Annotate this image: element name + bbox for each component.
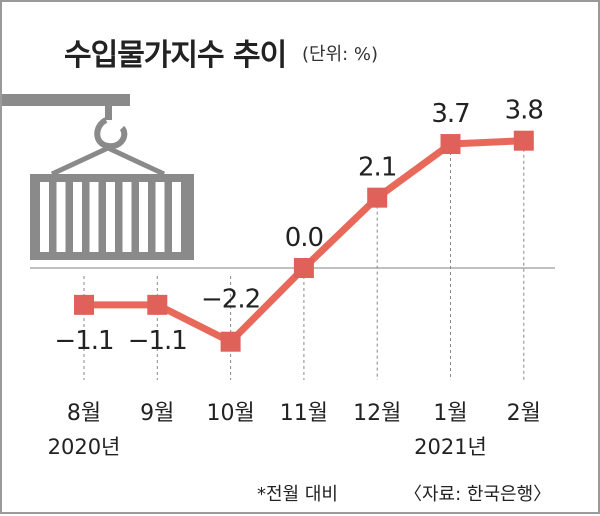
data-labels: −1.1 −1.1 −2.2 0.0 2.1 3.7 3.8	[54, 96, 544, 356]
x-tick-label: 8월	[67, 401, 101, 426]
crane-hook-stem	[105, 106, 112, 120]
x-tick-label: 11월	[280, 401, 328, 426]
container-slat	[73, 182, 82, 252]
x-tick-label: 2월	[507, 401, 541, 426]
x-tick-label: 9월	[140, 401, 174, 426]
year-labels: 2020년 2021년	[48, 435, 487, 459]
container-slat	[172, 182, 181, 252]
container-slats	[40, 182, 181, 252]
data-label: 3.8	[505, 96, 543, 126]
container-slat	[122, 182, 132, 252]
data-label: −2.2	[201, 285, 260, 315]
footnote: *전월 대비	[257, 484, 338, 505]
x-tick-labels: 8월 9월 10월 11월 12월 1월 2월	[67, 401, 541, 426]
data-point	[220, 331, 241, 352]
container-slat	[155, 182, 165, 252]
data-point	[74, 294, 94, 315]
container-slat	[139, 182, 148, 252]
data-markers	[74, 130, 534, 352]
container-slat	[56, 182, 66, 252]
crane-hook	[94, 117, 128, 150]
data-point	[147, 294, 168, 315]
source-note: 〈자료: 한국은행〉	[404, 484, 552, 505]
category-guides	[83, 148, 525, 380]
container-slat	[40, 182, 49, 252]
container-slat	[106, 182, 115, 252]
container-slings	[50, 145, 166, 177]
crane-container-illustration	[2, 94, 194, 260]
x-tick-label: 10월	[206, 401, 254, 426]
data-label: 3.7	[431, 99, 469, 129]
data-label: −1.1	[128, 326, 187, 356]
data-label: 0.0	[285, 223, 323, 253]
data-point	[293, 258, 314, 278]
data-point	[367, 187, 388, 208]
unit-label: (단위: %)	[302, 44, 379, 65]
x-tick-label: 12월	[353, 401, 401, 426]
data-point	[440, 134, 461, 155]
year-label: 2021년	[414, 435, 487, 459]
year-label: 2020년	[48, 435, 121, 459]
x-tick-label: 1월	[433, 401, 467, 426]
data-label: 2.1	[358, 153, 396, 183]
chart-title: 수입물가지수 추이	[64, 38, 287, 73]
container-slat	[89, 182, 99, 252]
data-point	[513, 130, 534, 151]
data-label: −1.1	[54, 326, 113, 356]
crane-beam	[2, 94, 130, 106]
